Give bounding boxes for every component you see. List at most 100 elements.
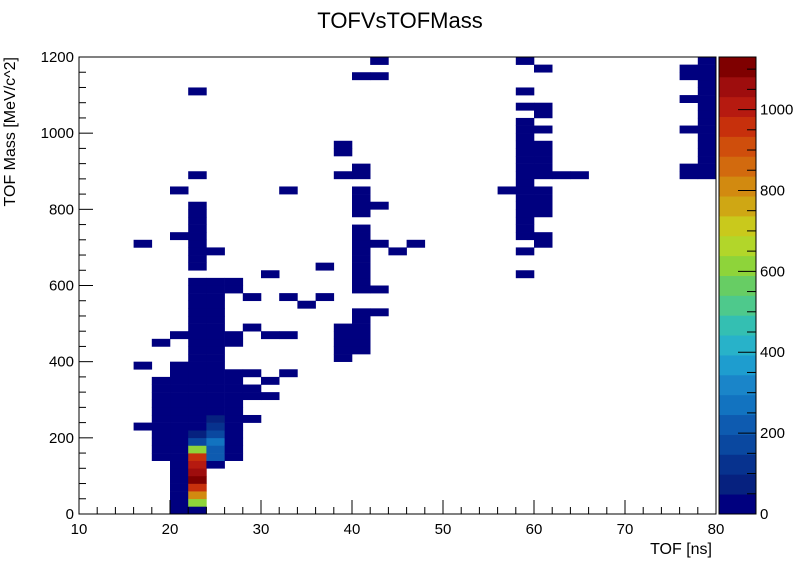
color-scale-swatch <box>719 235 756 257</box>
heatmap-cell <box>515 178 535 187</box>
color-scale-tick-label: 200 <box>760 425 785 442</box>
heatmap-cell <box>352 262 371 271</box>
heatmap-cell <box>188 354 207 362</box>
heatmap-cell <box>188 498 207 507</box>
heatmap-cell <box>534 239 553 248</box>
x-tick-label: 20 <box>162 521 179 538</box>
heatmap-cell <box>534 140 553 149</box>
heatmap-cell <box>188 369 207 378</box>
heatmap-cell <box>515 270 535 279</box>
color-scale-swatch <box>719 57 756 78</box>
heatmap-cell <box>224 277 244 286</box>
heatmap-cell <box>515 57 535 65</box>
heatmap-cell <box>224 422 244 431</box>
color-scale-swatch <box>719 335 756 356</box>
heatmap-cell <box>188 453 207 461</box>
color-scale-bar: 0 200 400 600 800 1000 <box>718 56 793 523</box>
color-scale-tick-label: 0 <box>760 506 768 523</box>
y-tick-label: 800 <box>49 201 74 218</box>
heatmap-cell <box>224 399 244 408</box>
y-tick-label: 1000 <box>41 125 74 142</box>
x-tick-label: 80 <box>708 521 725 538</box>
color-scale-tick-label: 400 <box>760 344 785 361</box>
heatmap-cell <box>679 95 699 103</box>
heatmap-cell <box>170 186 189 195</box>
heatmap-cell <box>206 430 225 439</box>
color-scale-swatch <box>719 315 756 336</box>
heatmap-cell <box>133 422 153 431</box>
color-scale-tick-label: 800 <box>760 182 785 199</box>
heatmap-cell <box>170 232 189 241</box>
heatmap-cell <box>188 224 207 233</box>
heatmap-cell <box>370 285 389 294</box>
heatmap-cell <box>170 414 189 423</box>
heatmap-cell <box>133 239 153 248</box>
heatmap-cell <box>188 171 207 180</box>
heatmap-cell <box>188 491 207 500</box>
heatmap-cell <box>224 338 244 347</box>
heatmap-cell <box>242 293 262 302</box>
heatmap-cell <box>352 171 371 180</box>
heatmap-cell <box>188 87 207 96</box>
heatmap-cell <box>297 300 316 309</box>
heatmap-cell <box>697 140 717 149</box>
color-scale-tick-label: 1000 <box>760 102 793 119</box>
heatmap-cell <box>151 338 171 347</box>
heatmap-cell <box>224 437 244 446</box>
heatmap-cell <box>333 354 353 362</box>
y-tick-label: 1200 <box>41 49 74 66</box>
heatmap-cell <box>242 384 262 393</box>
heatmap-cell <box>352 323 371 332</box>
heatmap-cell <box>697 156 717 164</box>
heatmap-cell <box>697 72 717 81</box>
heatmap-cell <box>352 285 371 294</box>
heatmap-cell <box>206 437 225 446</box>
heatmap-cell <box>188 506 207 515</box>
heatmap-cell <box>515 247 535 256</box>
heatmap-cell <box>515 163 535 172</box>
y-axis-label: TOF Mass [MeV/c^2] <box>2 57 19 206</box>
heatmap-cell <box>679 64 699 73</box>
heatmap-cell <box>133 361 153 370</box>
heatmap-cell <box>370 72 389 81</box>
heatmap-cell <box>279 186 298 195</box>
heatmap-cell <box>170 399 189 408</box>
heatmap-cell <box>697 102 717 111</box>
heatmap-cell <box>352 163 371 172</box>
heatmap-cell <box>333 171 353 180</box>
heatmap-cell <box>515 209 535 218</box>
heatmap-cell <box>534 232 553 241</box>
heatmap-cell <box>188 216 207 225</box>
heatmap-cell <box>170 468 189 477</box>
heatmap-cell <box>315 293 335 302</box>
heatmap-cell <box>206 376 225 385</box>
heatmap-cell <box>534 64 553 73</box>
color-scale-swatch <box>719 414 756 435</box>
heatmap-cell <box>188 255 207 263</box>
heatmap-cell <box>188 468 207 477</box>
heatmap-cell <box>697 125 717 134</box>
heatmap-cell <box>534 194 553 203</box>
heatmap-cell <box>224 384 244 393</box>
y-tick-label: 400 <box>49 354 74 371</box>
heatmap-cell <box>170 376 189 385</box>
heatmap-cell <box>188 247 207 256</box>
color-scale-swatch <box>719 176 756 197</box>
heatmap-cell <box>515 140 535 149</box>
heatmap-cell <box>206 369 225 378</box>
heatmap-cell <box>352 346 371 355</box>
heatmap-cell <box>279 293 298 302</box>
color-scale-swatch <box>719 215 756 237</box>
heatmap-cell <box>170 331 189 340</box>
heatmap-cell <box>151 399 171 408</box>
heatmap-cell <box>534 171 553 180</box>
heatmap-cell <box>206 414 225 423</box>
heatmap-cell <box>515 171 535 180</box>
color-scale-swatch <box>719 295 756 316</box>
color-scale-swatch <box>719 454 756 475</box>
heatmap-cell <box>352 201 371 210</box>
heatmap-cell <box>333 140 353 149</box>
heatmap-cell <box>224 445 244 454</box>
color-scale-swatch <box>719 196 756 217</box>
heatmap-cell <box>352 186 371 195</box>
